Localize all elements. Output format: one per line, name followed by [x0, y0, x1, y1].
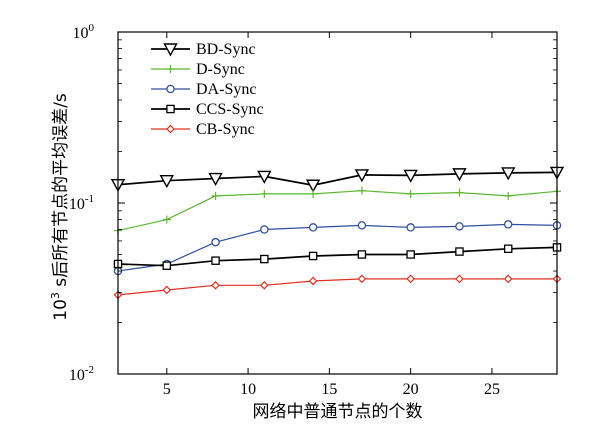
y-axis-title-exponent: 3 — [49, 292, 62, 299]
data-point-d-sync — [504, 191, 513, 200]
data-point-d-sync — [357, 186, 366, 195]
legend-item-bd-sync: BD-Sync — [151, 41, 256, 58]
data-point-bd-sync — [403, 169, 418, 183]
data-point-bd-sync — [257, 170, 272, 184]
legend-marker — [166, 84, 175, 94]
series-line-bd-sync — [117, 171, 558, 187]
legend-label: DA-Sync — [196, 81, 256, 98]
data-point-cb-sync — [259, 280, 269, 290]
x-tick-label: 20 — [403, 381, 419, 398]
data-point-da-sync — [455, 222, 464, 231]
legend-item-d-sync: D-Sync — [151, 61, 245, 78]
data-point-cb-sync — [162, 285, 172, 295]
data-point-bd-sync — [501, 167, 516, 181]
y-tick-label: 10-2 — [69, 364, 94, 384]
series-cb-sync — [113, 274, 562, 300]
data-point-d-sync — [309, 189, 318, 198]
data-point-d-sync — [455, 188, 464, 197]
plot-frame — [117, 31, 558, 375]
series-line-cb-sync — [117, 278, 557, 296]
data-point-cb-sync — [455, 274, 464, 284]
legend-marker — [166, 124, 175, 134]
data-point-bd-sync — [354, 169, 370, 183]
y-axis-title-base: 10 — [51, 299, 71, 321]
data-point-da-sync — [211, 237, 220, 247]
series-layer — [110, 166, 565, 300]
data-point-da-sync — [308, 223, 318, 232]
y-tick-label: 100 — [73, 22, 95, 42]
data-point-ccs-sync — [308, 251, 318, 261]
y-axis-title: 103 s后所有节点的平均误差/s — [49, 93, 71, 321]
data-point-ccs-sync — [260, 254, 269, 264]
data-point-bd-sync — [159, 175, 174, 189]
tick-layer: 5 10 15 20 25 100 10-1 10-2 — [69, 22, 557, 398]
data-point-cb-sync — [357, 274, 367, 284]
legend: BD-Sync D-Sync DA-Sync CCS-Sync CB-Sync — [151, 41, 264, 138]
legend-label: D-Sync — [196, 61, 245, 78]
x-tick-label: 25 — [484, 381, 500, 398]
legend-item-da-sync: DA-Sync — [151, 81, 256, 98]
legend-label: CCS-Sync — [196, 101, 264, 118]
series-d-sync — [114, 186, 561, 235]
data-point-da-sync — [260, 225, 269, 234]
data-point-d-sync — [162, 215, 171, 224]
data-point-da-sync — [503, 220, 513, 229]
data-point-cb-sync — [503, 274, 513, 284]
data-point-da-sync — [357, 221, 367, 230]
series-line-da-sync — [117, 223, 558, 272]
x-tick-label: 5 — [163, 381, 171, 398]
legend-marker — [163, 43, 178, 57]
series-line-ccs-sync — [117, 246, 558, 267]
data-point-bd-sync — [208, 172, 223, 187]
data-point-cb-sync — [406, 274, 416, 284]
series-ccs-sync — [113, 243, 562, 270]
data-point-d-sync — [260, 189, 269, 198]
data-point-d-sync — [406, 189, 415, 198]
series-da-sync — [113, 220, 562, 276]
legend-item-cb-sync: CB-Sync — [151, 121, 255, 138]
data-point-ccs-sync — [406, 250, 415, 259]
legend-marker — [166, 65, 175, 73]
legend-label: CB-Sync — [196, 121, 255, 138]
data-point-cb-sync — [211, 280, 220, 290]
y-axis-title-rest: s后所有节点的平均误差/s — [51, 93, 71, 292]
data-point-ccs-sync — [211, 256, 220, 265]
data-point-ccs-sync — [357, 250, 367, 259]
legend-label: BD-Sync — [196, 41, 256, 58]
x-axis-title: 网络中普通节点的个数 — [253, 402, 423, 422]
data-point-bd-sync — [452, 168, 467, 182]
data-point-bd-sync — [305, 179, 321, 193]
series-line-d-sync — [117, 190, 558, 232]
y-tick-label: 10-1 — [69, 193, 94, 213]
legend-marker — [166, 104, 175, 114]
legend-item-ccs-sync: CCS-Sync — [151, 101, 264, 118]
data-point-cb-sync — [308, 276, 318, 286]
series-bd-sync — [110, 166, 565, 193]
data-point-ccs-sync — [455, 247, 464, 256]
data-point-d-sync — [211, 191, 220, 200]
data-point-da-sync — [406, 223, 415, 232]
x-tick-label: 15 — [321, 381, 337, 398]
data-point-ccs-sync — [162, 261, 172, 270]
x-tick-label: 10 — [240, 381, 256, 398]
data-point-ccs-sync — [503, 244, 513, 254]
